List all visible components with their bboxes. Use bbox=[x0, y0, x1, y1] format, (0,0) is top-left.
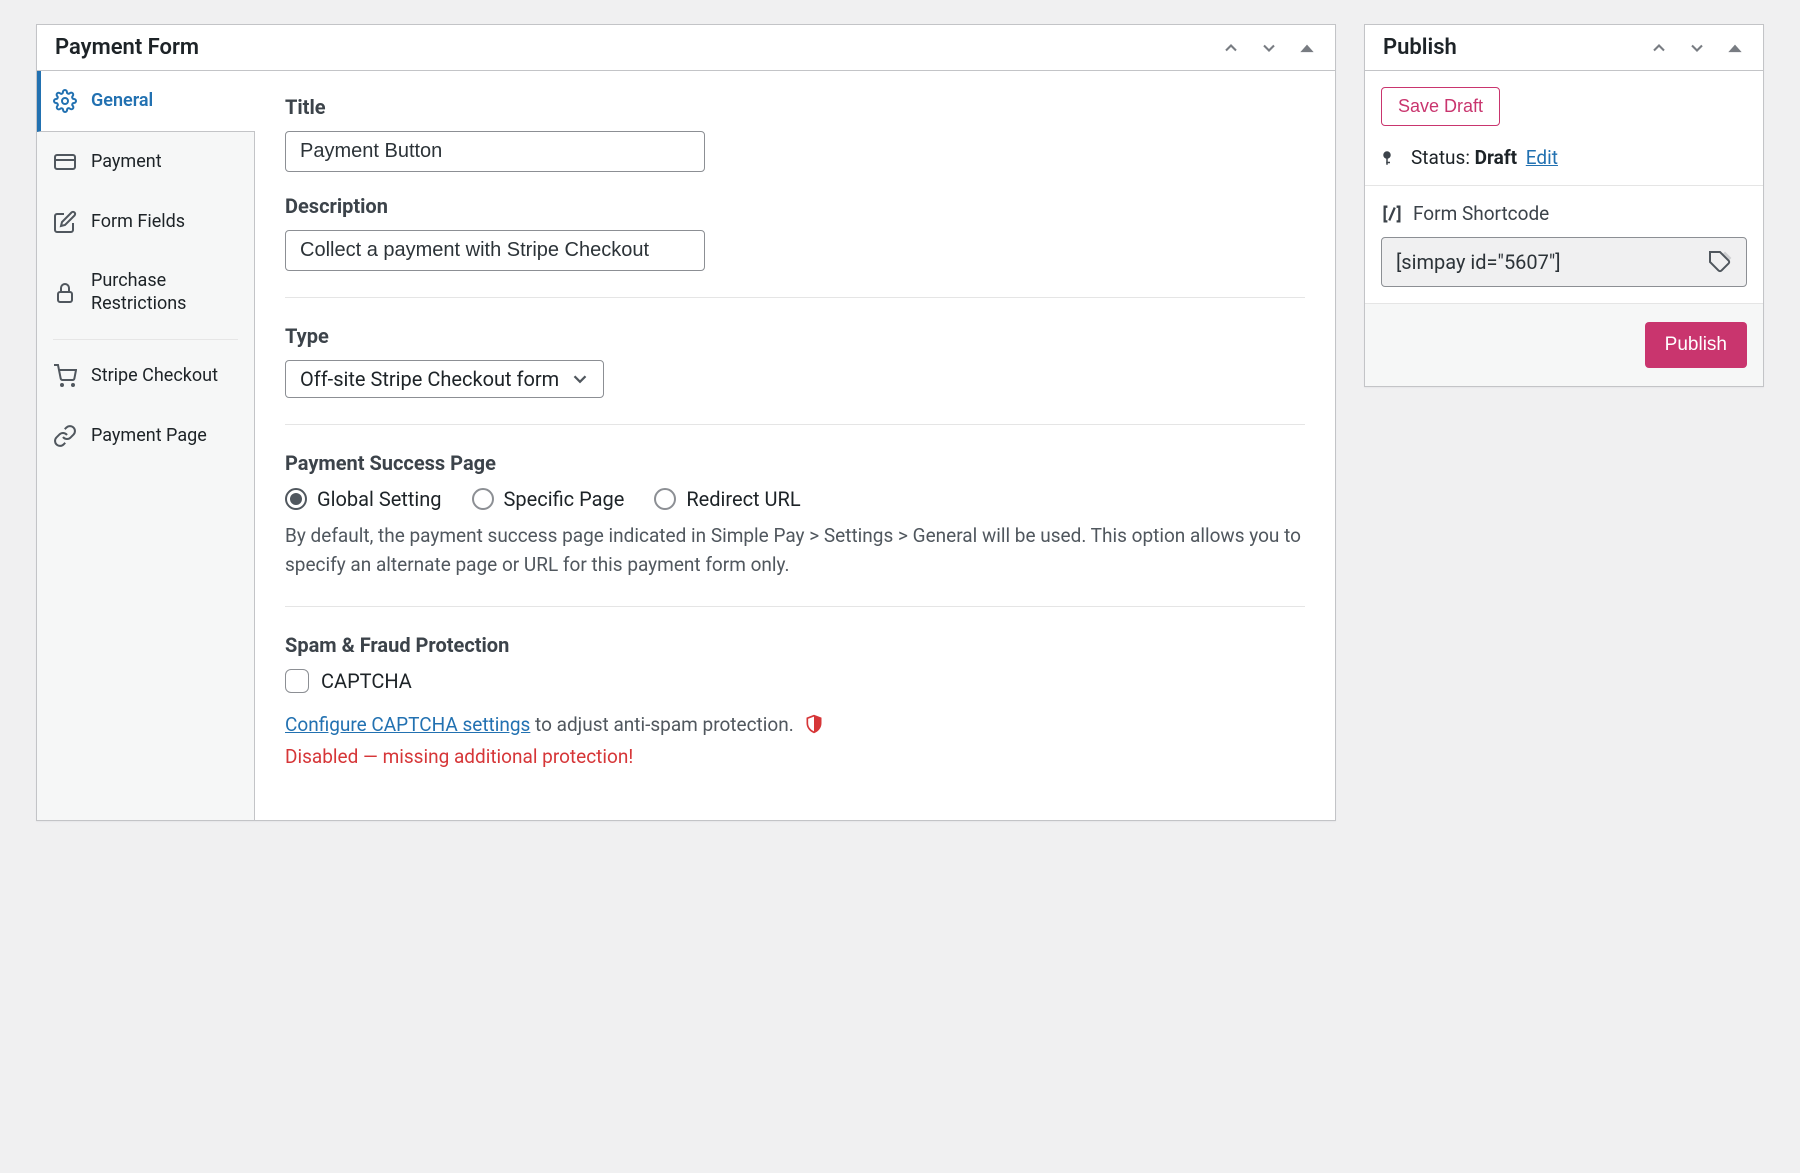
tab-label: Payment bbox=[91, 151, 162, 174]
tab-payment[interactable]: Payment bbox=[37, 132, 254, 192]
tab-general[interactable]: General bbox=[37, 71, 255, 132]
radio-dot-icon bbox=[285, 488, 307, 510]
description-input[interactable] bbox=[285, 230, 705, 271]
status-label: Status: bbox=[1411, 146, 1470, 169]
tab-divider bbox=[53, 339, 238, 340]
tab-label: Stripe Checkout bbox=[91, 365, 218, 388]
shortcode-icon bbox=[1381, 203, 1403, 225]
panel-move-down-icon[interactable] bbox=[1259, 38, 1279, 58]
separator bbox=[285, 424, 1305, 425]
description-label: Description bbox=[285, 194, 1305, 218]
payment-form-panel: Payment Form Gener bbox=[36, 24, 1336, 821]
credit-card-icon bbox=[53, 150, 77, 174]
panel-move-up-icon[interactable] bbox=[1649, 38, 1669, 58]
configure-captcha-link[interactable]: Configure CAPTCHA settings bbox=[285, 713, 530, 736]
panel-toggle-icon[interactable] bbox=[1297, 38, 1317, 58]
radio-label: Specific Page bbox=[504, 487, 625, 511]
tab-stripe-checkout[interactable]: Stripe Checkout bbox=[37, 346, 254, 406]
spam-label: Spam & Fraud Protection bbox=[285, 633, 1305, 657]
chevron-down-icon bbox=[569, 368, 591, 390]
link-icon bbox=[53, 424, 77, 448]
panel-move-up-icon[interactable] bbox=[1221, 38, 1241, 58]
radio-redirect-url[interactable]: Redirect URL bbox=[654, 487, 800, 511]
radio-specific-page[interactable]: Specific Page bbox=[472, 487, 625, 511]
success-page-help: By default, the payment success page ind… bbox=[285, 521, 1305, 580]
separator bbox=[285, 606, 1305, 607]
type-select[interactable]: Off-site Stripe Checkout form bbox=[285, 360, 604, 398]
publish-panel: Publish Save Draft bbox=[1364, 24, 1764, 387]
radio-label: Redirect URL bbox=[686, 487, 800, 511]
captcha-checkbox[interactable]: CAPTCHA bbox=[285, 669, 412, 693]
status-edit-link[interactable]: Edit bbox=[1526, 146, 1558, 169]
radio-dot-icon bbox=[654, 488, 676, 510]
tab-payment-page[interactable]: Payment Page bbox=[37, 406, 254, 466]
captcha-warning: Disabled — missing additional protection… bbox=[285, 745, 1305, 768]
copy-tag-icon[interactable] bbox=[1708, 250, 1732, 274]
radio-dot-icon bbox=[472, 488, 494, 510]
title-input[interactable] bbox=[285, 131, 705, 172]
shortcode-field[interactable]: [simpay id="5607"] bbox=[1381, 237, 1747, 287]
key-icon bbox=[1381, 149, 1399, 167]
success-page-label: Payment Success Page bbox=[285, 451, 1305, 475]
publish-header: Publish bbox=[1365, 25, 1763, 71]
panel-move-down-icon[interactable] bbox=[1687, 38, 1707, 58]
radio-label: Global Setting bbox=[317, 487, 442, 511]
tab-label: Form Fields bbox=[91, 211, 185, 234]
tab-purchase-restrictions[interactable]: Purchase Restrictions bbox=[37, 252, 254, 333]
checkbox-icon bbox=[285, 669, 309, 693]
cart-icon bbox=[53, 364, 77, 388]
publish-button[interactable]: Publish bbox=[1645, 322, 1747, 368]
title-label: Title bbox=[285, 95, 1305, 119]
shortcode-value: [simpay id="5607"] bbox=[1396, 250, 1561, 274]
edit-icon bbox=[53, 210, 77, 234]
save-draft-button[interactable]: Save Draft bbox=[1381, 87, 1500, 126]
shortcode-label: Form Shortcode bbox=[1413, 202, 1549, 225]
separator bbox=[285, 297, 1305, 298]
type-label: Type bbox=[285, 324, 1305, 348]
tab-label: General bbox=[91, 90, 153, 113]
tab-form-fields[interactable]: Form Fields bbox=[37, 192, 254, 252]
publish-title: Publish bbox=[1383, 35, 1457, 60]
panel-header: Payment Form bbox=[37, 25, 1335, 71]
captcha-checkbox-label: CAPTCHA bbox=[321, 669, 412, 693]
radio-global-setting[interactable]: Global Setting bbox=[285, 487, 442, 511]
settings-tabs: General Payment Form Fields Purchase Res… bbox=[37, 71, 255, 820]
shield-alert-icon bbox=[804, 714, 824, 734]
panel-title: Payment Form bbox=[55, 35, 199, 60]
captcha-help-rest: to adjust anti-spam protection. bbox=[530, 713, 793, 736]
tab-label: Purchase Restrictions bbox=[91, 270, 238, 315]
status-value: Draft bbox=[1475, 146, 1517, 169]
lock-icon bbox=[53, 281, 77, 305]
panel-toggle-icon[interactable] bbox=[1725, 38, 1745, 58]
tab-label: Payment Page bbox=[91, 425, 207, 448]
type-selected-value: Off-site Stripe Checkout form bbox=[300, 367, 559, 391]
gear-icon bbox=[53, 89, 77, 113]
